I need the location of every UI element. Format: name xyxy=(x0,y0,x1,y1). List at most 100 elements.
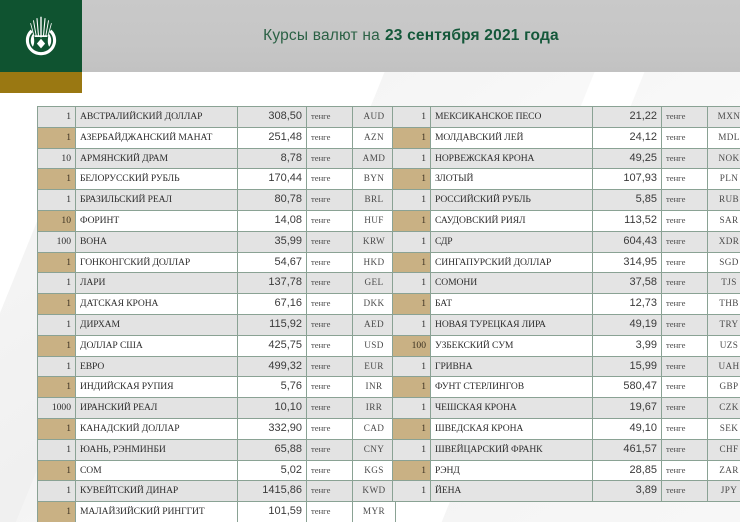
table-row: 1 ГОНКОНГСКИЙ ДОЛЛАР 54,67 тенге HKD xyxy=(37,251,396,274)
table-row: 1 КУВЕЙТСКИЙ ДИНАР 1415,86 тенге KWD xyxy=(37,480,396,503)
table-row: 1 БРАЗИЛЬСКИЙ РЕАЛ 80,78 тенге BRL xyxy=(37,189,396,211)
cell-currency-name: НОРВЕЖСКАЯ КРОНА xyxy=(430,147,593,170)
cell-quantity: 1 xyxy=(392,293,431,315)
currency-rates-table-right: 1 МЕКСИКАНСКОЕ ПЕСО 21,22 тенге MXN 1 МОЛДАВСК… xyxy=(392,106,740,503)
cell-unit: тенге xyxy=(661,417,708,440)
cell-currency-name: ГОНКОНГСКИЙ ДОЛЛАР xyxy=(75,251,238,274)
cell-rate: 24,12 xyxy=(592,126,662,149)
table-row: 1 СОМ 5,02 тенге KGS xyxy=(37,459,396,482)
cell-quantity: 1 xyxy=(392,126,431,149)
cell-unit: тенге xyxy=(661,334,708,357)
cell-currency-name: СОМ xyxy=(75,459,238,482)
cell-currency-code: TRY xyxy=(707,313,740,336)
cell-currency-code: UAH xyxy=(707,355,740,378)
cell-currency-code: GEL xyxy=(352,272,396,295)
cell-unit: тенге xyxy=(306,438,353,461)
cell-unit: тенге xyxy=(661,106,708,128)
cell-currency-code: MYR xyxy=(352,501,396,522)
table-row: 1 ЗЛОТЫЙ 107,93 тенге PLN xyxy=(392,168,740,191)
table-body-right: 1 МЕКСИКАНСКОЕ ПЕСО 21,22 тенге MXN 1 МОЛДАВСК… xyxy=(392,106,740,503)
cell-currency-name: МАЛАЙЗИЙСКИЙ РИНГГИТ xyxy=(75,501,238,522)
cell-rate: 8,78 xyxy=(237,147,307,170)
cell-currency-code: KWD xyxy=(352,480,396,503)
cell-unit: тенге xyxy=(306,480,353,503)
table-row: 1 ДАТСКАЯ КРОНА 67,16 тенге DKK xyxy=(37,293,396,315)
cell-rate: 107,93 xyxy=(592,168,662,191)
cell-unit: тенге xyxy=(661,251,708,274)
bank-logo xyxy=(0,0,82,72)
table-row: 10 ФОРИНТ 14,08 тенге HUF xyxy=(37,209,396,232)
cell-currency-code: SAR xyxy=(707,209,740,232)
cell-currency-code: DKK xyxy=(352,293,396,315)
cell-currency-name: ЗЛОТЫЙ xyxy=(430,168,593,191)
cell-currency-name: СИНГАПУРСКИЙ ДОЛЛАР xyxy=(430,251,593,274)
cell-currency-name: СДР xyxy=(430,230,593,253)
cell-unit: тенге xyxy=(306,417,353,440)
cell-currency-code: CNY xyxy=(352,438,396,461)
cell-quantity: 1 xyxy=(392,106,431,128)
cell-quantity: 1 xyxy=(37,251,76,274)
cell-unit: тенге xyxy=(306,313,353,336)
cell-quantity: 1 xyxy=(392,251,431,274)
cell-quantity: 1 xyxy=(392,480,431,503)
cell-currency-name: АВСТРАЛИЙСКИЙ ДОЛЛАР xyxy=(75,106,238,128)
table-row: 100 ВОНА 35,99 тенге KRW xyxy=(37,230,396,253)
cell-quantity: 1 xyxy=(37,189,76,211)
cell-quantity: 1 xyxy=(37,293,76,315)
cell-rate: 101,59 xyxy=(237,501,307,522)
cell-quantity: 1 xyxy=(392,397,431,419)
table-row: 1 МОЛДАВСКИЙ ЛЕЙ 24,12 тенге MDL xyxy=(392,126,740,149)
cell-currency-code: MDL xyxy=(707,126,740,149)
cell-quantity: 1000 xyxy=(37,397,76,419)
cell-currency-name: ШВЕДСКАЯ КРОНА xyxy=(430,417,593,440)
table-row: 10 АРМЯНСКИЙ ДРАМ 8,78 тенге AMD xyxy=(37,147,396,170)
page-title: Курсы валют на 23 сентября 2021 года xyxy=(82,0,740,72)
cell-currency-code: EUR xyxy=(352,355,396,378)
cell-quantity: 1 xyxy=(392,147,431,170)
cell-currency-name: БРАЗИЛЬСКИЙ РЕАЛ xyxy=(75,189,238,211)
cell-rate: 65,88 xyxy=(237,438,307,461)
cell-rate: 461,57 xyxy=(592,438,662,461)
table-row: 1 КАНАДСКИЙ ДОЛЛАР 332,90 тенге CAD xyxy=(37,417,396,440)
table-row: 1 ФУНТ СТЕРЛИНГОВ 580,47 тенге GBP xyxy=(392,376,740,399)
cell-currency-name: ФУНТ СТЕРЛИНГОВ xyxy=(430,376,593,399)
cell-currency-code: AUD xyxy=(352,106,396,128)
cell-currency-code: KGS xyxy=(352,459,396,482)
cell-unit: тенге xyxy=(306,106,353,128)
cell-currency-code: BRL xyxy=(352,189,396,211)
cell-currency-name: ЧЕШСКАЯ КРОНА xyxy=(430,397,593,419)
cell-currency-name: ФОРИНТ xyxy=(75,209,238,232)
cell-unit: тенге xyxy=(306,168,353,191)
cell-currency-code: NOK xyxy=(707,147,740,170)
cell-quantity: 1 xyxy=(37,480,76,503)
cell-unit: тенге xyxy=(306,397,353,419)
cell-quantity: 1 xyxy=(392,355,431,378)
cell-rate: 49,10 xyxy=(592,417,662,440)
cell-currency-code: AED xyxy=(352,313,396,336)
table-row: 1 ДИРХАМ 115,92 тенге AED xyxy=(37,313,396,336)
table-row: 1 ДОЛЛАР США 425,75 тенге USD xyxy=(37,334,396,357)
cell-quantity: 1 xyxy=(37,459,76,482)
page-title-prefix: Курсы валют на xyxy=(263,27,380,44)
cell-unit: тенге xyxy=(306,230,353,253)
cell-rate: 5,02 xyxy=(237,459,307,482)
cell-quantity: 1 xyxy=(37,417,76,440)
cell-currency-code: INR xyxy=(352,376,396,399)
cell-currency-name: ГРИВНА xyxy=(430,355,593,378)
cell-currency-code: AZN xyxy=(352,126,396,149)
cell-quantity: 1 xyxy=(392,438,431,461)
cell-rate: 21,22 xyxy=(592,106,662,128)
cell-currency-name: БАТ xyxy=(430,293,593,315)
cell-quantity: 1 xyxy=(392,313,431,336)
table-row: 1 ШВЕЙЦАРСКИЙ ФРАНК 461,57 тенге CHF xyxy=(392,438,740,461)
table-row: 1 БЕЛОРУССКИЙ РУБЛЬ 170,44 тенге BYN xyxy=(37,168,396,191)
table-row: 1 ЮАНЬ, РЭНМИНБИ 65,88 тенге CNY xyxy=(37,438,396,461)
cell-rate: 5,76 xyxy=(237,376,307,399)
cell-currency-name: ЮАНЬ, РЭНМИНБИ xyxy=(75,438,238,461)
cell-currency-name: КУВЕЙТСКИЙ ДИНАР xyxy=(75,480,238,503)
table-row: 1 АЗЕРБАЙДЖАНСКИЙ МАНАТ 251,48 тенге AZN xyxy=(37,126,396,149)
cell-unit: тенге xyxy=(306,189,353,211)
cell-unit: тенге xyxy=(661,209,708,232)
cell-unit: тенге xyxy=(661,397,708,419)
cell-unit: тенге xyxy=(661,355,708,378)
